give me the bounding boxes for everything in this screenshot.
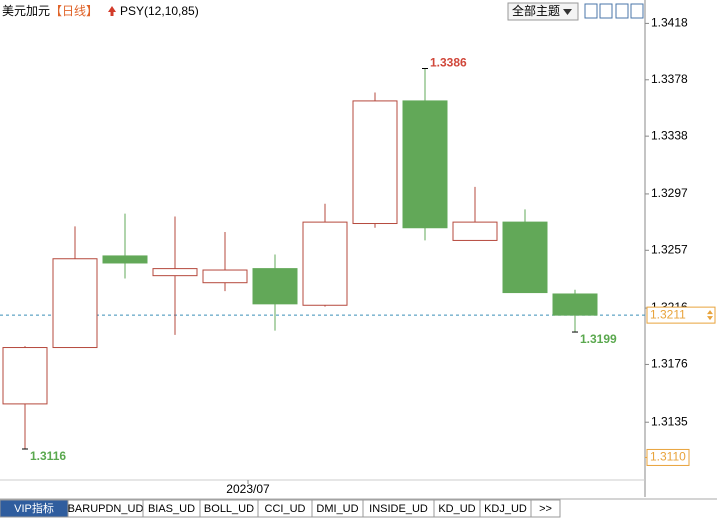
theme-button-label: 全部主题 bbox=[512, 3, 560, 18]
tab-label: BIAS_UD bbox=[148, 503, 195, 515]
y-tick-label: 1.3378 bbox=[651, 72, 688, 86]
candle-body bbox=[52, 258, 98, 349]
icon-zoom-in[interactable] bbox=[584, 3, 598, 19]
low-label: 1.3199 bbox=[580, 332, 617, 346]
x-marker-label: 2023/07 bbox=[226, 482, 270, 496]
candle-body bbox=[152, 268, 198, 277]
symbol: 美元加元 bbox=[2, 4, 50, 18]
indicator-icon bbox=[108, 6, 116, 16]
high-label: 1.3386 bbox=[430, 56, 467, 70]
low-label: 1.3116 bbox=[30, 449, 66, 463]
tab-label: KD_UD bbox=[438, 503, 475, 515]
current-price-box bbox=[646, 306, 716, 324]
bottom-value-label: 1.3110 bbox=[650, 450, 686, 464]
icon-zoom-out[interactable] bbox=[599, 3, 613, 19]
tab-label: KDJ_UD bbox=[484, 503, 527, 515]
candle-body bbox=[2, 347, 48, 405]
tab-label: BOLL_UD bbox=[204, 503, 254, 515]
candle-body bbox=[102, 255, 148, 264]
icon-prev[interactable] bbox=[615, 3, 629, 19]
y-tick-label: 1.3135 bbox=[651, 414, 688, 428]
candle-body bbox=[402, 100, 448, 229]
y-tick-label: 1.3297 bbox=[651, 186, 688, 200]
current-price-arrow bbox=[707, 310, 713, 321]
tab-label: DMI_UD bbox=[316, 503, 358, 515]
indicator: PSY(12,10,85) bbox=[120, 4, 199, 18]
tab-label: VIP指标 bbox=[14, 501, 54, 515]
candle-body bbox=[552, 293, 598, 316]
dropdown-arrow bbox=[563, 9, 572, 15]
candle-body bbox=[202, 269, 248, 284]
candle-body bbox=[352, 100, 398, 225]
tab-label: CCI_UD bbox=[265, 503, 306, 515]
y-tick-label: 1.3176 bbox=[651, 357, 688, 371]
y-tick-label: 1.3257 bbox=[651, 242, 688, 256]
candle-body bbox=[452, 221, 498, 241]
tab[interactable] bbox=[530, 499, 561, 518]
y-tick-label: 1.3338 bbox=[651, 128, 688, 142]
toolbar-icons bbox=[584, 3, 644, 19]
bottom-value-box bbox=[646, 448, 690, 466]
y-tick-label: 1.3418 bbox=[651, 16, 688, 30]
tab-label: BARUPDN_UD bbox=[68, 503, 144, 515]
candle-body bbox=[502, 221, 548, 294]
tab-label: >> bbox=[539, 503, 552, 515]
theme-button[interactable] bbox=[507, 2, 579, 21]
period: 【日线】 bbox=[50, 4, 98, 18]
current-price-label: 1.3211 bbox=[650, 307, 686, 321]
candle-body bbox=[302, 221, 348, 306]
candle-body bbox=[252, 268, 298, 305]
icon-next[interactable] bbox=[630, 3, 644, 19]
tab-label: INSIDE_UD bbox=[369, 503, 428, 515]
